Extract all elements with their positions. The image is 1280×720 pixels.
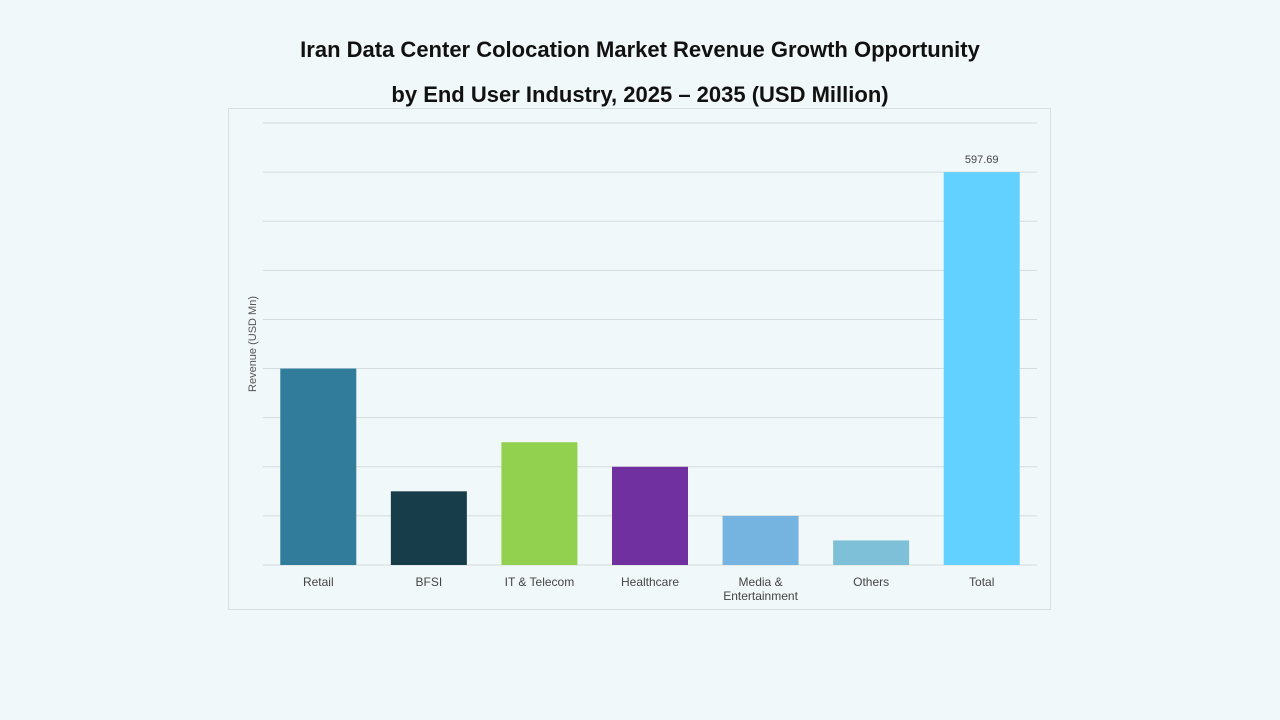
x-tick-label: BFSI bbox=[416, 575, 443, 589]
bar-it-telecom bbox=[501, 442, 578, 565]
bar-media-entertainment bbox=[722, 515, 799, 565]
x-tick-label: Entertainment bbox=[723, 589, 798, 603]
data-label: 597.69 bbox=[965, 154, 999, 166]
bar-bfsi bbox=[390, 491, 467, 565]
chart-title-line-2: by End User Industry, 2025 – 2035 (USD M… bbox=[391, 82, 889, 107]
chart-frame bbox=[228, 108, 1051, 610]
bar-retail bbox=[280, 368, 357, 565]
x-tick-label: Others bbox=[853, 575, 889, 589]
y-axis-label: Revenue (USD Mn) bbox=[247, 296, 259, 392]
x-tick-label: Retail bbox=[303, 575, 334, 589]
chart-title-line-1: Iran Data Center Colocation Market Reven… bbox=[300, 37, 980, 62]
x-tick-label: Healthcare bbox=[621, 575, 679, 589]
x-tick-label: Total bbox=[969, 575, 994, 589]
bar-healthcare bbox=[612, 466, 688, 565]
x-tick-label: Media & bbox=[739, 575, 783, 589]
x-tick-label: IT & Telecom bbox=[505, 575, 575, 589]
bar-others bbox=[833, 540, 910, 565]
bar-total bbox=[943, 172, 1020, 565]
